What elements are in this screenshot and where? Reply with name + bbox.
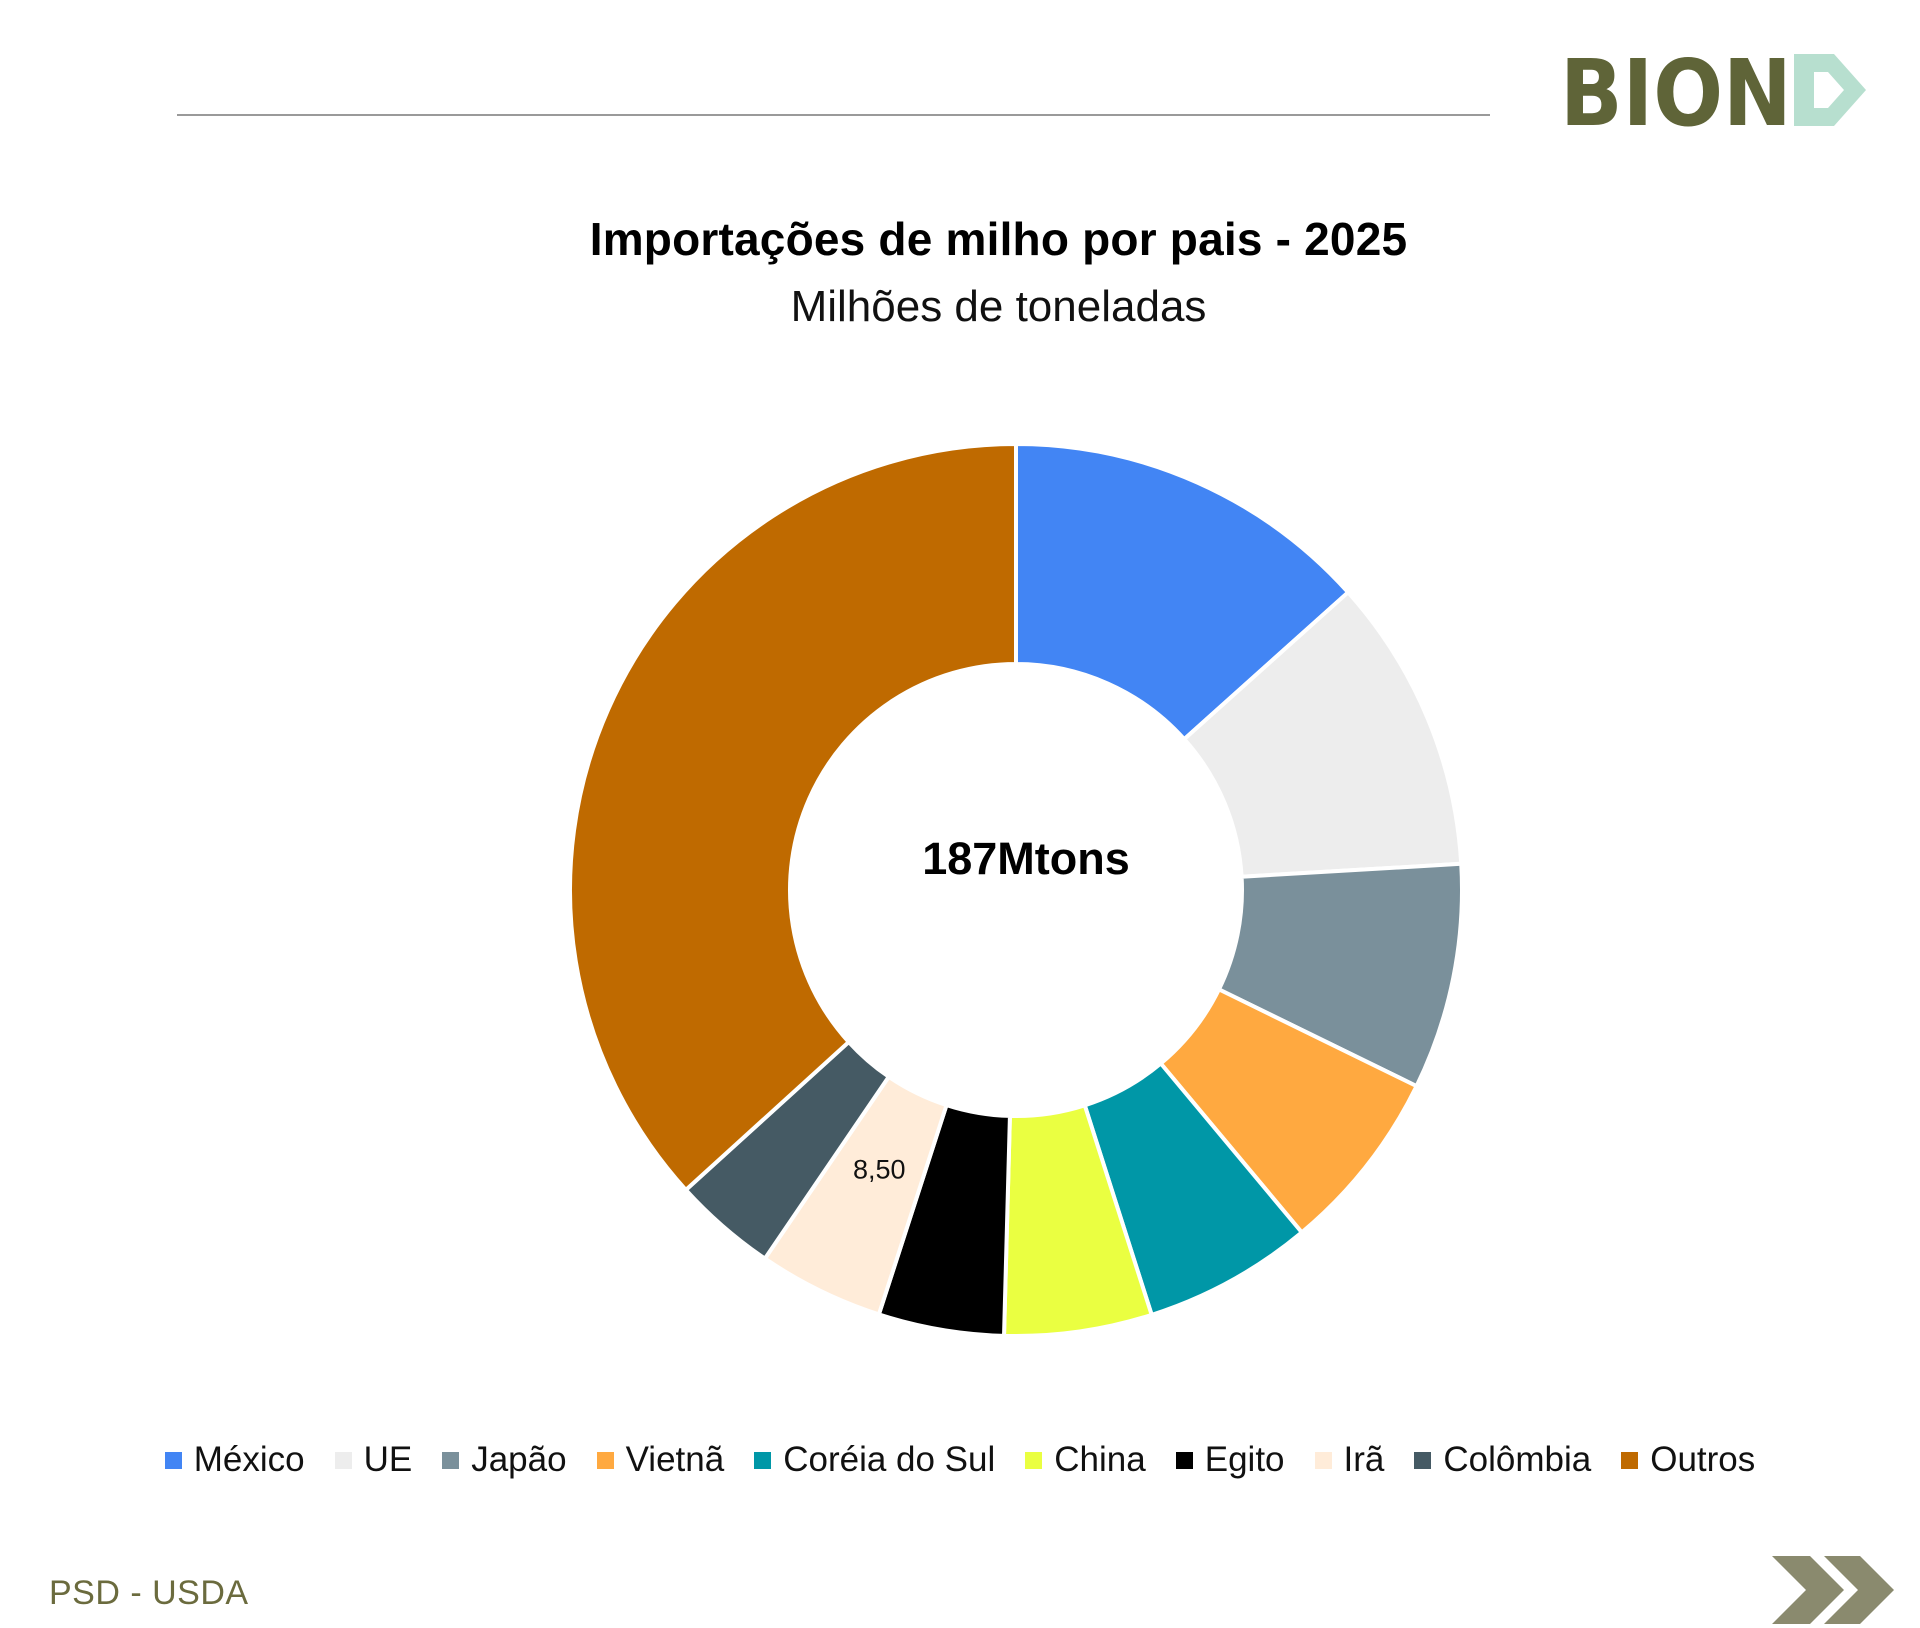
- legend-swatch: [596, 1451, 614, 1469]
- donut-slices: [568, 441, 1464, 1338]
- legend-swatch: [442, 1451, 460, 1469]
- legend-label: Coréia do Sul: [783, 1440, 996, 1479]
- biond-logo-d-shape: [1794, 54, 1866, 126]
- legend-item: Vietnã: [596, 1440, 725, 1480]
- legend-item: Irã: [1314, 1440, 1385, 1480]
- data-labels: 8,50: [853, 1154, 906, 1184]
- legend-item: UE: [334, 1440, 413, 1480]
- legend-label: Colômbia: [1443, 1440, 1592, 1479]
- legend-swatch: [1414, 1451, 1432, 1469]
- legend-item: Outros: [1621, 1440, 1755, 1480]
- data-label-ir-: 8,50: [853, 1154, 906, 1184]
- legend-swatch: [334, 1451, 352, 1469]
- legend-swatch: [1175, 1451, 1193, 1469]
- legend-label: Outros: [1650, 1440, 1756, 1479]
- legend-item: Coréia do Sul: [754, 1440, 995, 1480]
- legend-swatch: [754, 1451, 772, 1469]
- biond-logo: BIOND: [1560, 40, 1870, 140]
- legend-item: México: [164, 1440, 305, 1480]
- header-divider: [177, 114, 1490, 116]
- chart-center-total: 187Mtons: [922, 833, 1130, 884]
- source-label: PSD - USDA: [49, 1574, 249, 1612]
- legend-label: Egito: [1204, 1440, 1285, 1479]
- slice-ue: [1181, 589, 1464, 879]
- double-chevron-right-icon[interactable]: [1772, 1556, 1902, 1624]
- legend-swatch: [1621, 1451, 1639, 1469]
- legend-item: China: [1025, 1440, 1146, 1480]
- legend-item: Japão: [442, 1440, 567, 1480]
- legend-item: Egito: [1175, 1440, 1285, 1480]
- legend-label: China: [1054, 1440, 1146, 1479]
- legend-item: Colômbia: [1414, 1440, 1591, 1480]
- slice-outros: [568, 441, 1018, 1193]
- legend-label: Irã: [1343, 1440, 1385, 1479]
- chart-subtitle: Milhões de toneladas: [790, 282, 1207, 331]
- legend-swatch: [1314, 1451, 1332, 1469]
- legend-label: Japão: [471, 1440, 567, 1479]
- chart-legend: México UE Japão Vietnã Coréia do Sul China Egi…: [0, 1440, 1920, 1480]
- chart-title: Importações de milho por pais - 2025: [589, 213, 1408, 265]
- legend-label: México: [193, 1440, 305, 1479]
- legend-label: Vietnã: [625, 1440, 725, 1479]
- legend-label: UE: [363, 1440, 413, 1479]
- legend-swatch: [164, 1451, 182, 1469]
- legend-swatch: [1025, 1451, 1043, 1469]
